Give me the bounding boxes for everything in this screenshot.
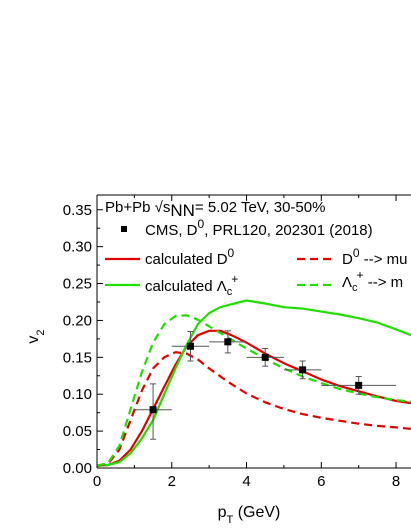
x-axis-title: pT (GeV) <box>218 504 281 526</box>
legend-label: D0 --> mu <box>342 246 407 268</box>
y-tick-label: 0.10 <box>63 386 92 403</box>
legend-entry-lambda-mu: Λc+ --> m <box>297 268 403 294</box>
data-point <box>149 406 157 414</box>
series-points-0 <box>134 330 397 440</box>
legend-label: Λc+ --> m <box>342 268 403 294</box>
y-tick-label: 0.30 <box>63 239 92 256</box>
chart-header: Pb+Pb √sNN= 5.02 TeV, 30-50% <box>105 199 325 220</box>
x-tick-label: 6 <box>317 473 325 490</box>
legend-entry-calc-lambda: calculated Λc+ <box>105 272 238 298</box>
series-line-2 <box>97 299 411 467</box>
data-point <box>261 353 269 361</box>
y-tick-label: 0.00 <box>63 460 92 477</box>
legend-entry-calc-d0: calculated D0 <box>105 246 235 268</box>
legend-entry-cms: CMS, D0, PRL120, 202301 (2018) <box>121 217 373 239</box>
series-line-4 <box>97 314 411 467</box>
series-line-1 <box>97 329 411 467</box>
legend-marker <box>121 226 127 232</box>
series-line-3 <box>97 351 411 467</box>
data-point <box>355 381 363 389</box>
x-tick-label: 8 <box>392 473 400 490</box>
data-point <box>299 366 307 374</box>
y-tick-label: 0.25 <box>63 276 92 293</box>
data-point <box>186 342 194 350</box>
curves <box>97 299 411 467</box>
y-tick-label: 0.15 <box>63 349 92 366</box>
legend-label: calculated Λc+ <box>145 272 238 298</box>
x-tick-label: 0 <box>93 473 101 490</box>
legend-label: calculated D0 <box>145 246 235 268</box>
legend-label: CMS, D0, PRL120, 202301 (2018) <box>145 217 373 239</box>
axes: 0 2 4 6 8 0.00 0.05 0.10 0.15 0.20 0.25 0.30 0.35 pT … <box>25 194 411 526</box>
legend: Pb+Pb √sNN= 5.02 TeV, 30-50%CMS, D0, PRL… <box>105 199 407 298</box>
y-axis-title: v2 <box>25 329 47 343</box>
legend-entry-d0-mu: D0 --> mu <box>297 246 407 268</box>
x-tick-label: 4 <box>242 473 250 490</box>
data-point <box>224 338 232 346</box>
y-tick-label: 0.20 <box>63 312 92 329</box>
y-tick-label: 0.05 <box>63 423 92 440</box>
x-tick-label: 2 <box>168 473 176 490</box>
series-layer <box>97 299 411 467</box>
y-tick-label: 0.35 <box>63 202 92 219</box>
